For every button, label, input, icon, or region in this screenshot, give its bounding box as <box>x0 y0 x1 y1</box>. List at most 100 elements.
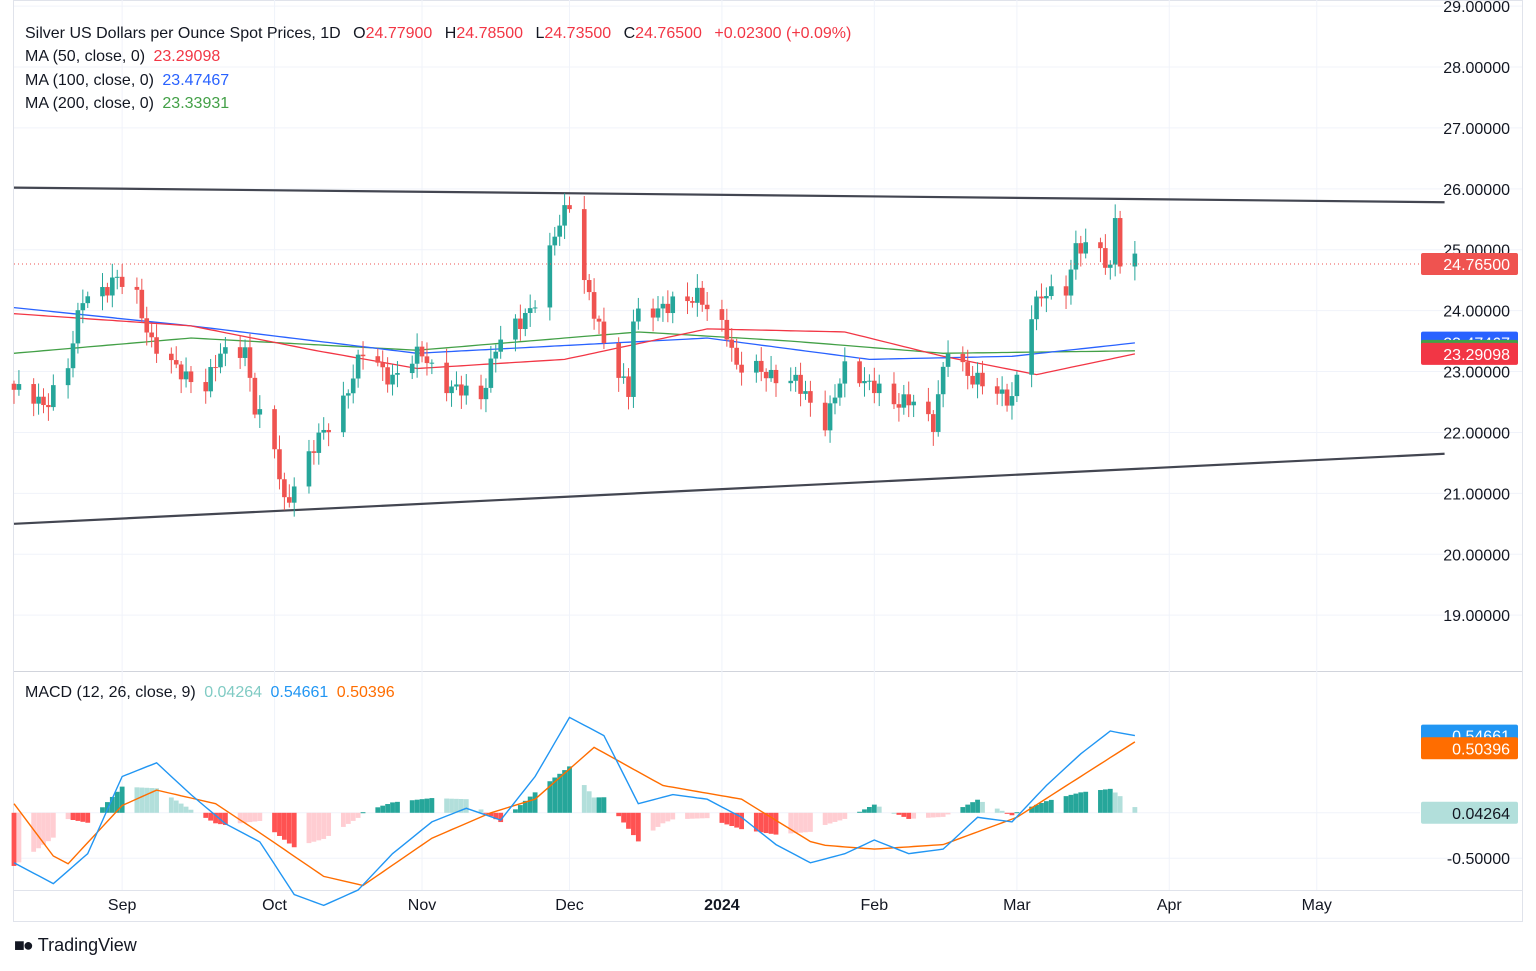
candle-body <box>926 401 931 415</box>
macd-histogram-bar <box>734 812 740 828</box>
macd-histogram-bar <box>449 798 454 813</box>
macd-signal-tag: 0.50396 <box>1421 737 1518 760</box>
candle-body <box>188 371 194 383</box>
legend-ma100: MA (100, close, 0) 23.47467 <box>25 72 233 90</box>
macd-histogram-bar <box>891 812 897 814</box>
candle <box>518 304 523 341</box>
price-tick-label: 24.00000 <box>1443 304 1510 321</box>
price-chart[interactable]: 29.0000028.0000027.0000026.0000025.00000… <box>0 0 1536 930</box>
legend-ma200-label: MA (200, close, 0) <box>25 95 154 112</box>
candle <box>119 264 125 295</box>
candle-body <box>483 387 489 400</box>
price-tick-label: 22.00000 <box>1443 425 1510 442</box>
price-tick-label: 20.00000 <box>1443 547 1510 564</box>
candle <box>100 273 105 311</box>
candle-body <box>257 409 263 415</box>
candle <box>51 374 56 411</box>
candle-body <box>444 362 449 394</box>
macd-hist-tag: 0.04264 <box>1421 801 1518 824</box>
legend-open-value: 24.77900 <box>365 25 433 42</box>
macd-histogram-bar <box>557 773 563 813</box>
macd-histogram-bar <box>660 812 666 824</box>
candle <box>478 374 484 410</box>
candle-body <box>931 414 936 432</box>
macd-histogram-bar <box>862 809 867 813</box>
macd-histogram-bar <box>139 787 145 813</box>
candle <box>203 368 209 404</box>
candle <box>149 323 154 348</box>
legend-low-label: L <box>535 25 545 42</box>
macd-histogram-bar <box>114 791 120 813</box>
candle <box>513 314 518 352</box>
macd-histogram-bar <box>281 812 287 840</box>
candle-body <box>655 308 661 318</box>
candle <box>999 376 1005 407</box>
candle-body <box>704 304 710 310</box>
macd-histogram-bar <box>911 812 917 819</box>
candle-body <box>552 236 558 246</box>
macd-histogram-bar <box>463 799 469 813</box>
candle-body <box>872 380 877 394</box>
macd-histogram-bar <box>306 812 312 844</box>
candle-body <box>586 280 592 293</box>
candle-body <box>763 371 769 379</box>
candle <box>793 366 798 392</box>
macd-histogram-bar <box>36 812 41 849</box>
candle <box>1029 305 1034 388</box>
candle <box>213 354 218 382</box>
legend-low-value: 24.73500 <box>544 25 612 42</box>
macd-histogram-bar <box>753 812 759 832</box>
candle <box>596 315 602 335</box>
candle <box>1044 287 1049 313</box>
candle <box>803 380 808 400</box>
macd-histogram-bar <box>483 812 489 814</box>
candle <box>252 372 258 419</box>
macd-histogram-bar <box>803 812 808 833</box>
candle-body <box>768 369 774 379</box>
tradingview-logo[interactable]: ■● TradingView <box>14 935 137 956</box>
candle-body <box>414 346 420 364</box>
candle-body <box>975 372 980 385</box>
candle-body <box>1014 374 1020 397</box>
macd-histogram-bar <box>876 806 882 813</box>
candle-body <box>478 385 484 400</box>
macd-histogram-bar <box>1043 801 1049 813</box>
candle <box>483 378 489 413</box>
macd-signal-tag-text: 0.50396 <box>1452 741 1510 758</box>
candle-body <box>758 360 764 372</box>
legend-ma200-value: 23.33931 <box>162 95 230 112</box>
candle-body <box>306 451 312 487</box>
candle <box>621 363 626 384</box>
macd-line <box>13 716 1136 907</box>
candle <box>650 298 656 332</box>
candle <box>311 440 317 465</box>
candle <box>345 389 351 409</box>
macd-histogram-bar <box>1039 802 1044 813</box>
macd-histogram-bar <box>100 807 105 813</box>
candle-body <box>100 287 105 297</box>
macd-histogram-bar <box>350 812 356 821</box>
macd-histogram-bar <box>694 812 700 819</box>
candle <box>739 351 744 386</box>
candle <box>1063 275 1069 309</box>
macd-histogram-bar <box>591 797 597 813</box>
candle <box>773 364 779 397</box>
candle-body <box>321 429 327 433</box>
macd-histogram-bar <box>203 812 209 818</box>
macd-histogram-bar <box>596 797 602 813</box>
candle <box>980 360 985 395</box>
candle-body <box>326 429 331 433</box>
macd-histogram-bar <box>183 806 189 813</box>
candle <box>169 347 174 374</box>
candle-body <box>857 361 862 384</box>
brand-name: TradingView <box>37 935 137 955</box>
candle <box>901 384 907 415</box>
candle <box>581 195 587 294</box>
macd-histogram-bar <box>311 812 317 842</box>
candle <box>488 345 494 393</box>
macd-histogram-bar <box>970 802 976 813</box>
candle <box>1083 228 1089 259</box>
candle-body <box>139 289 145 319</box>
time-tick-label: Nov <box>408 897 436 914</box>
macd-histogram-bar <box>567 766 572 813</box>
